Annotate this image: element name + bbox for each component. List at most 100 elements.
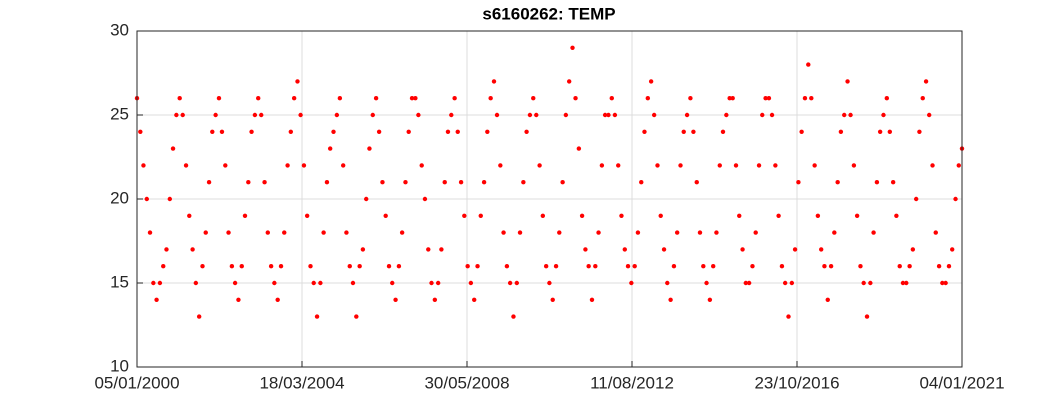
data-point [256, 96, 261, 101]
data-point [455, 129, 460, 134]
data-point [940, 280, 945, 286]
data-point [678, 163, 683, 168]
data-point [445, 129, 451, 134]
data-point [711, 264, 716, 269]
data-point [396, 264, 402, 269]
data-point [291, 96, 297, 101]
data-point [383, 213, 388, 218]
data-point [550, 297, 555, 302]
data-point [399, 230, 405, 235]
data-point [347, 264, 352, 269]
data-point [354, 314, 359, 319]
data-point [517, 230, 523, 235]
data-point [409, 96, 415, 101]
data-point [386, 264, 392, 269]
data-point [187, 213, 192, 218]
data-point [272, 280, 277, 286]
data-point [193, 280, 199, 286]
data-point [688, 96, 693, 101]
data-point [557, 230, 562, 235]
data-point [472, 297, 477, 302]
data-point [943, 280, 948, 286]
data-point [786, 314, 791, 319]
data-point [278, 264, 284, 269]
data-point [177, 96, 182, 101]
data-point [842, 112, 847, 118]
data-point [288, 129, 294, 134]
data-point [265, 230, 270, 235]
data-point [776, 213, 781, 218]
data-point [756, 163, 762, 168]
data-point [491, 79, 497, 84]
data-point [334, 112, 340, 118]
data-point [344, 230, 349, 235]
data-point [789, 280, 795, 286]
data-point [661, 247, 667, 252]
data-point [524, 129, 529, 134]
data-point [504, 264, 510, 269]
data-point [449, 112, 454, 118]
data-point [468, 280, 474, 286]
data-point [874, 180, 880, 185]
data-point [877, 129, 883, 134]
data-point [884, 96, 890, 101]
data-point [151, 280, 156, 286]
data-point [714, 230, 719, 235]
data-point [936, 264, 942, 269]
data-point [799, 129, 804, 134]
data-point [933, 230, 938, 235]
data-point [651, 112, 657, 118]
data-point [370, 112, 375, 118]
data-point [537, 163, 542, 168]
data-point [252, 112, 258, 118]
data-point [946, 264, 952, 269]
y-tick-label: 30 [110, 20, 129, 39]
data-point [583, 247, 588, 252]
data-point [321, 230, 326, 235]
data-point [196, 314, 202, 319]
data-point [632, 264, 637, 269]
data-point [950, 247, 955, 252]
data-point [376, 129, 382, 134]
data-point [167, 196, 173, 202]
data-point [809, 96, 814, 101]
data-point [268, 264, 274, 269]
data-point [210, 129, 215, 134]
chart-title: s6160262: TEMP [482, 4, 615, 23]
data-point [913, 196, 919, 202]
data-point [432, 297, 438, 302]
x-tick-label: 11/08/2012 [590, 373, 674, 392]
data-point [282, 230, 287, 235]
data-point [141, 163, 146, 168]
data-point [897, 264, 902, 269]
data-point [956, 163, 961, 168]
data-point [242, 213, 248, 218]
data-point [835, 180, 840, 185]
data-point [593, 264, 598, 269]
data-point [249, 129, 254, 134]
data-point [796, 180, 801, 185]
data-point [845, 79, 850, 84]
data-point [183, 163, 189, 168]
data-point [681, 129, 686, 134]
data-point [531, 96, 536, 101]
data-point [180, 112, 185, 118]
x-tick-label: 04/01/2021 [919, 373, 1004, 392]
data-point [314, 314, 320, 319]
data-point [311, 280, 316, 286]
data-point [439, 247, 444, 252]
data-point [668, 297, 673, 302]
data-point [413, 96, 418, 101]
data-point [219, 129, 225, 134]
data-point [769, 112, 775, 118]
data-point [907, 264, 912, 269]
data-point [138, 129, 143, 134]
x-tick-label: 23/10/2016 [754, 373, 839, 392]
data-point [465, 264, 470, 269]
data-point [658, 213, 663, 218]
data-point [206, 180, 212, 185]
data-point [838, 129, 844, 134]
data-point [822, 264, 827, 269]
data-point [832, 230, 837, 235]
data-point [190, 247, 195, 252]
